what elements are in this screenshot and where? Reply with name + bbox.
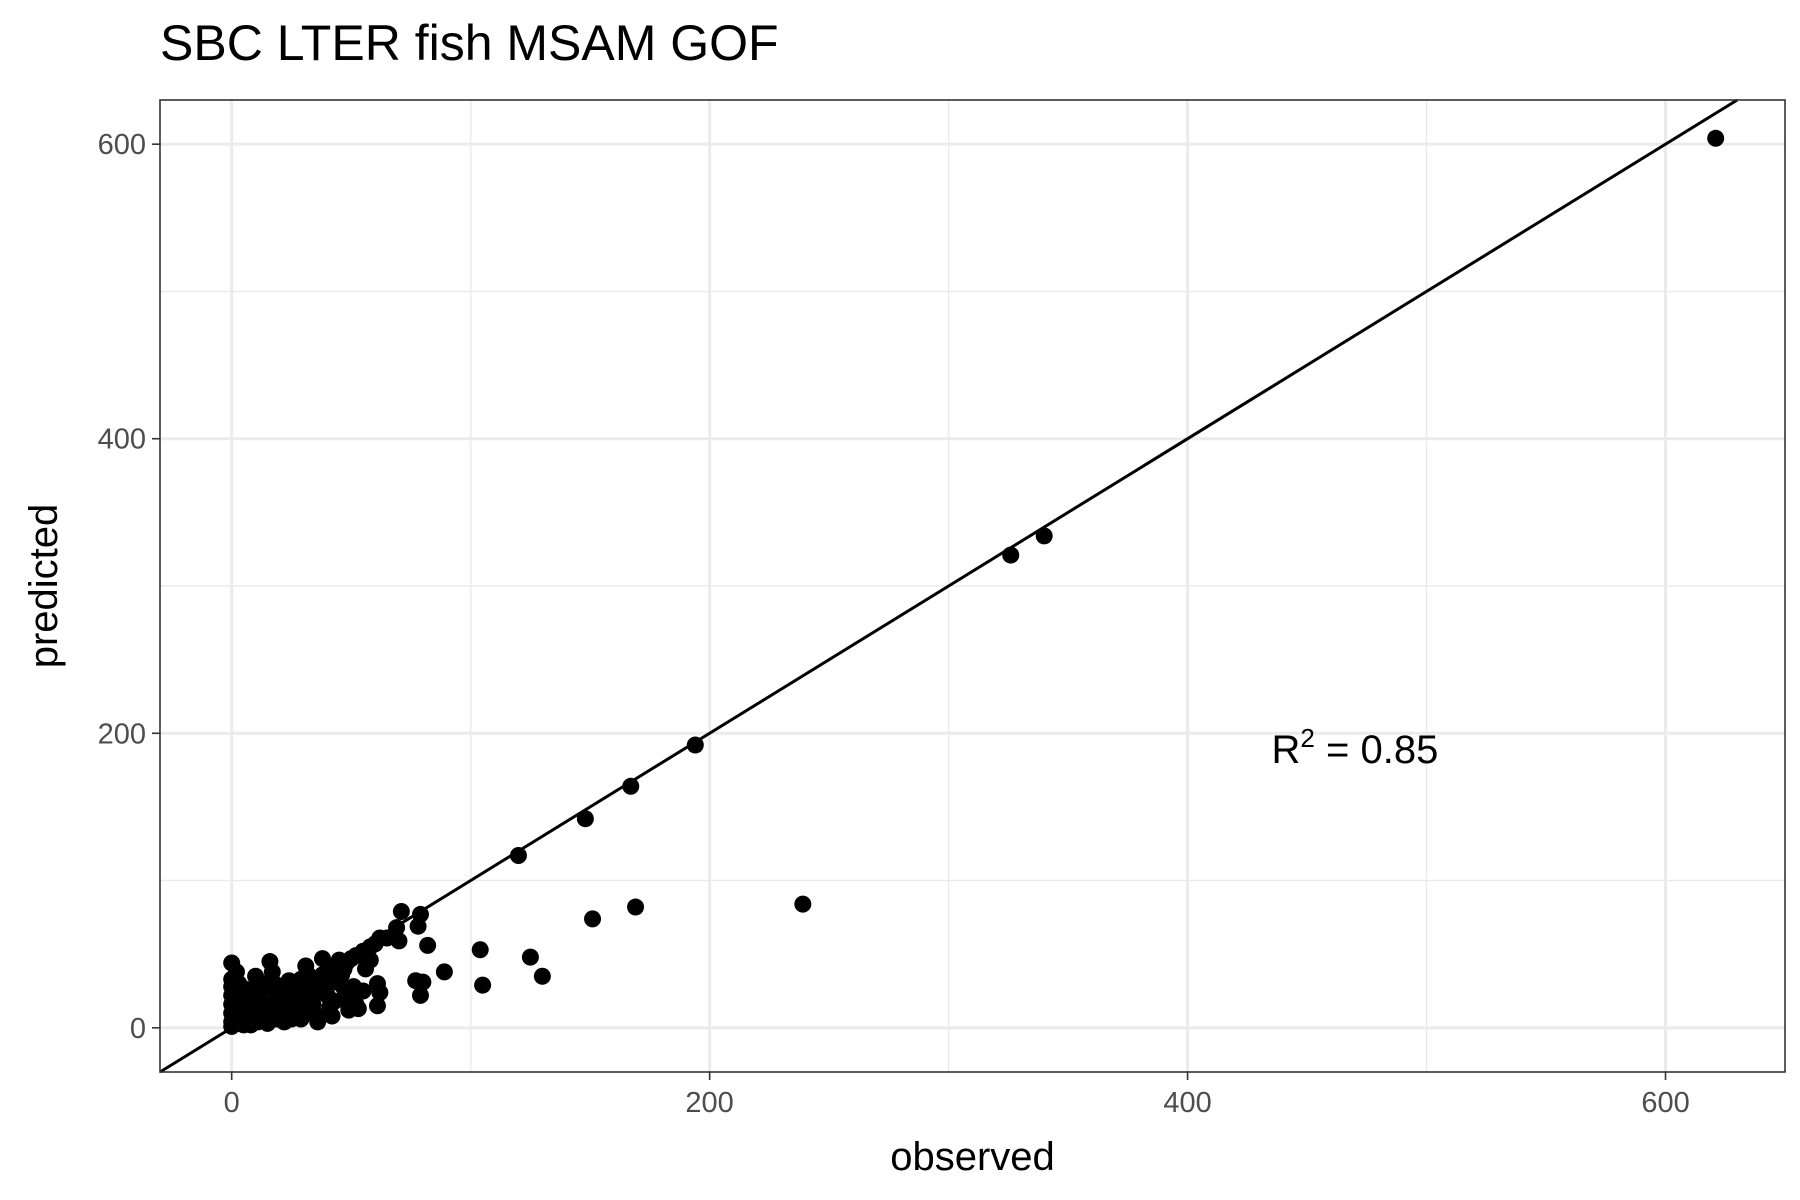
data-point (1707, 129, 1725, 147)
data-points (223, 129, 1725, 1035)
data-point (627, 898, 645, 916)
data-point (239, 997, 257, 1015)
y-axis-ticks: 0 200 400 600 (98, 129, 160, 1045)
r-squared-value: = 0.85 (1315, 728, 1438, 772)
chart-title: SBC LTER fish MSAM GOF (160, 15, 779, 71)
data-point (328, 973, 346, 991)
x-tick-label: 200 (685, 1087, 733, 1119)
data-point (256, 975, 274, 993)
data-point (521, 948, 539, 966)
y-axis-title: predicted (22, 504, 66, 669)
data-point (509, 847, 527, 865)
data-point (411, 986, 429, 1004)
data-point (371, 983, 389, 1001)
y-tick-label: 0 (130, 1013, 146, 1045)
data-point (533, 967, 551, 985)
data-point (576, 810, 594, 828)
data-point (335, 960, 353, 978)
data-point (392, 902, 410, 920)
data-point (368, 997, 386, 1015)
data-point (309, 975, 327, 993)
r-squared-superscript: 2 (1300, 723, 1314, 753)
data-point (435, 963, 453, 981)
y-tick-label: 600 (98, 129, 146, 161)
data-point (471, 941, 489, 959)
r-squared-annotation: R2 = 0.85 (1272, 723, 1439, 772)
x-tick-label: 400 (1163, 1087, 1211, 1119)
data-point (1002, 546, 1020, 564)
r-squared-base: R (1272, 728, 1301, 772)
data-point (622, 777, 640, 795)
data-point (419, 936, 437, 954)
data-point (357, 960, 375, 978)
data-point (249, 1013, 267, 1031)
data-point (409, 917, 427, 935)
data-point (349, 1000, 367, 1018)
x-tick-label: 0 (224, 1087, 240, 1119)
data-point (474, 976, 492, 994)
data-point (302, 1001, 320, 1019)
data-point (314, 950, 331, 968)
x-axis-title: observed (890, 1135, 1055, 1179)
data-point (285, 998, 303, 1016)
data-point (1035, 527, 1053, 545)
data-point (794, 895, 812, 913)
data-point (235, 1016, 253, 1034)
data-point (686, 736, 704, 754)
panel-border (159, 99, 1786, 1073)
data-point (584, 910, 602, 928)
x-axis-ticks: 0 200 400 600 (224, 1072, 1690, 1119)
y-tick-label: 400 (98, 424, 146, 456)
data-point (268, 1010, 286, 1028)
y-tick-label: 200 (98, 718, 146, 750)
data-point (273, 978, 291, 996)
data-point (321, 1004, 339, 1022)
data-point (407, 972, 425, 990)
data-point (345, 978, 363, 996)
data-point (292, 970, 310, 988)
x-tick-label: 600 (1641, 1087, 1689, 1119)
grid-lines (160, 100, 1785, 1072)
data-point (244, 983, 262, 1001)
